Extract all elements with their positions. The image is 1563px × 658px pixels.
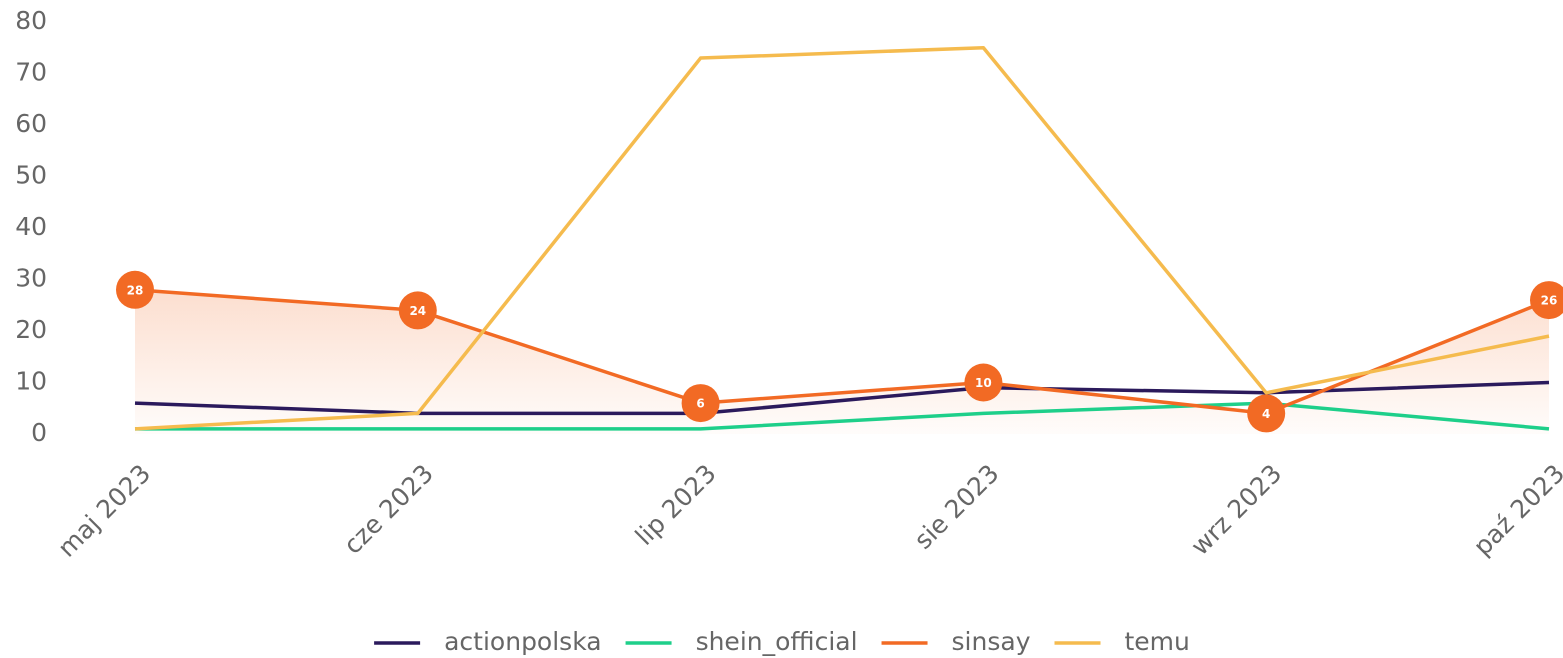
marker: [964, 363, 1003, 402]
marker: [1247, 394, 1286, 433]
line: [134, 46, 1550, 431]
marker: [398, 291, 437, 330]
y-tick-label: 0: [31, 418, 47, 447]
y-tick-label: 50: [15, 161, 47, 190]
line: [135, 401, 1550, 431]
legend: actionpolska shein_official sinsay temu: [374, 627, 1190, 656]
area: [135, 289, 1549, 434]
legend-label: shein_official: [696, 627, 858, 656]
legend-label: sinsay: [952, 627, 1031, 656]
legend-label: temu: [1125, 627, 1190, 656]
value-label: 24: [409, 304, 426, 318]
marker: [116, 270, 154, 309]
y-tick-label: 60: [15, 109, 47, 138]
y-tick-label: 40: [15, 212, 47, 241]
x-tick-label: lip 2023: [630, 459, 722, 551]
value-label: 10: [975, 376, 992, 390]
x-tick-label: maj 2023: [52, 459, 156, 563]
line: [134, 380, 1550, 416]
y-tick-label: 10: [15, 367, 47, 396]
legend-label: actionpolska: [444, 627, 601, 656]
marker: [681, 384, 720, 423]
marker: [1530, 281, 1563, 320]
x-tick-label: paź 2023: [1468, 459, 1563, 561]
value-label: 26: [1541, 294, 1558, 308]
y-tick-label: 70: [15, 58, 47, 87]
y-tick-label: 30: [15, 264, 47, 293]
line: [134, 288, 1550, 416]
value-label: 6: [696, 397, 704, 411]
y-tick-label: 80: [15, 6, 47, 35]
x-tick-label: wrz 2023: [1185, 459, 1287, 561]
y-tick-label: 20: [15, 315, 47, 344]
value-label: 4: [1262, 407, 1270, 421]
x-tick-label: sie 2023: [908, 459, 1004, 555]
value-label: 28: [127, 283, 144, 297]
x-tick-label: cze 2023: [338, 459, 439, 560]
